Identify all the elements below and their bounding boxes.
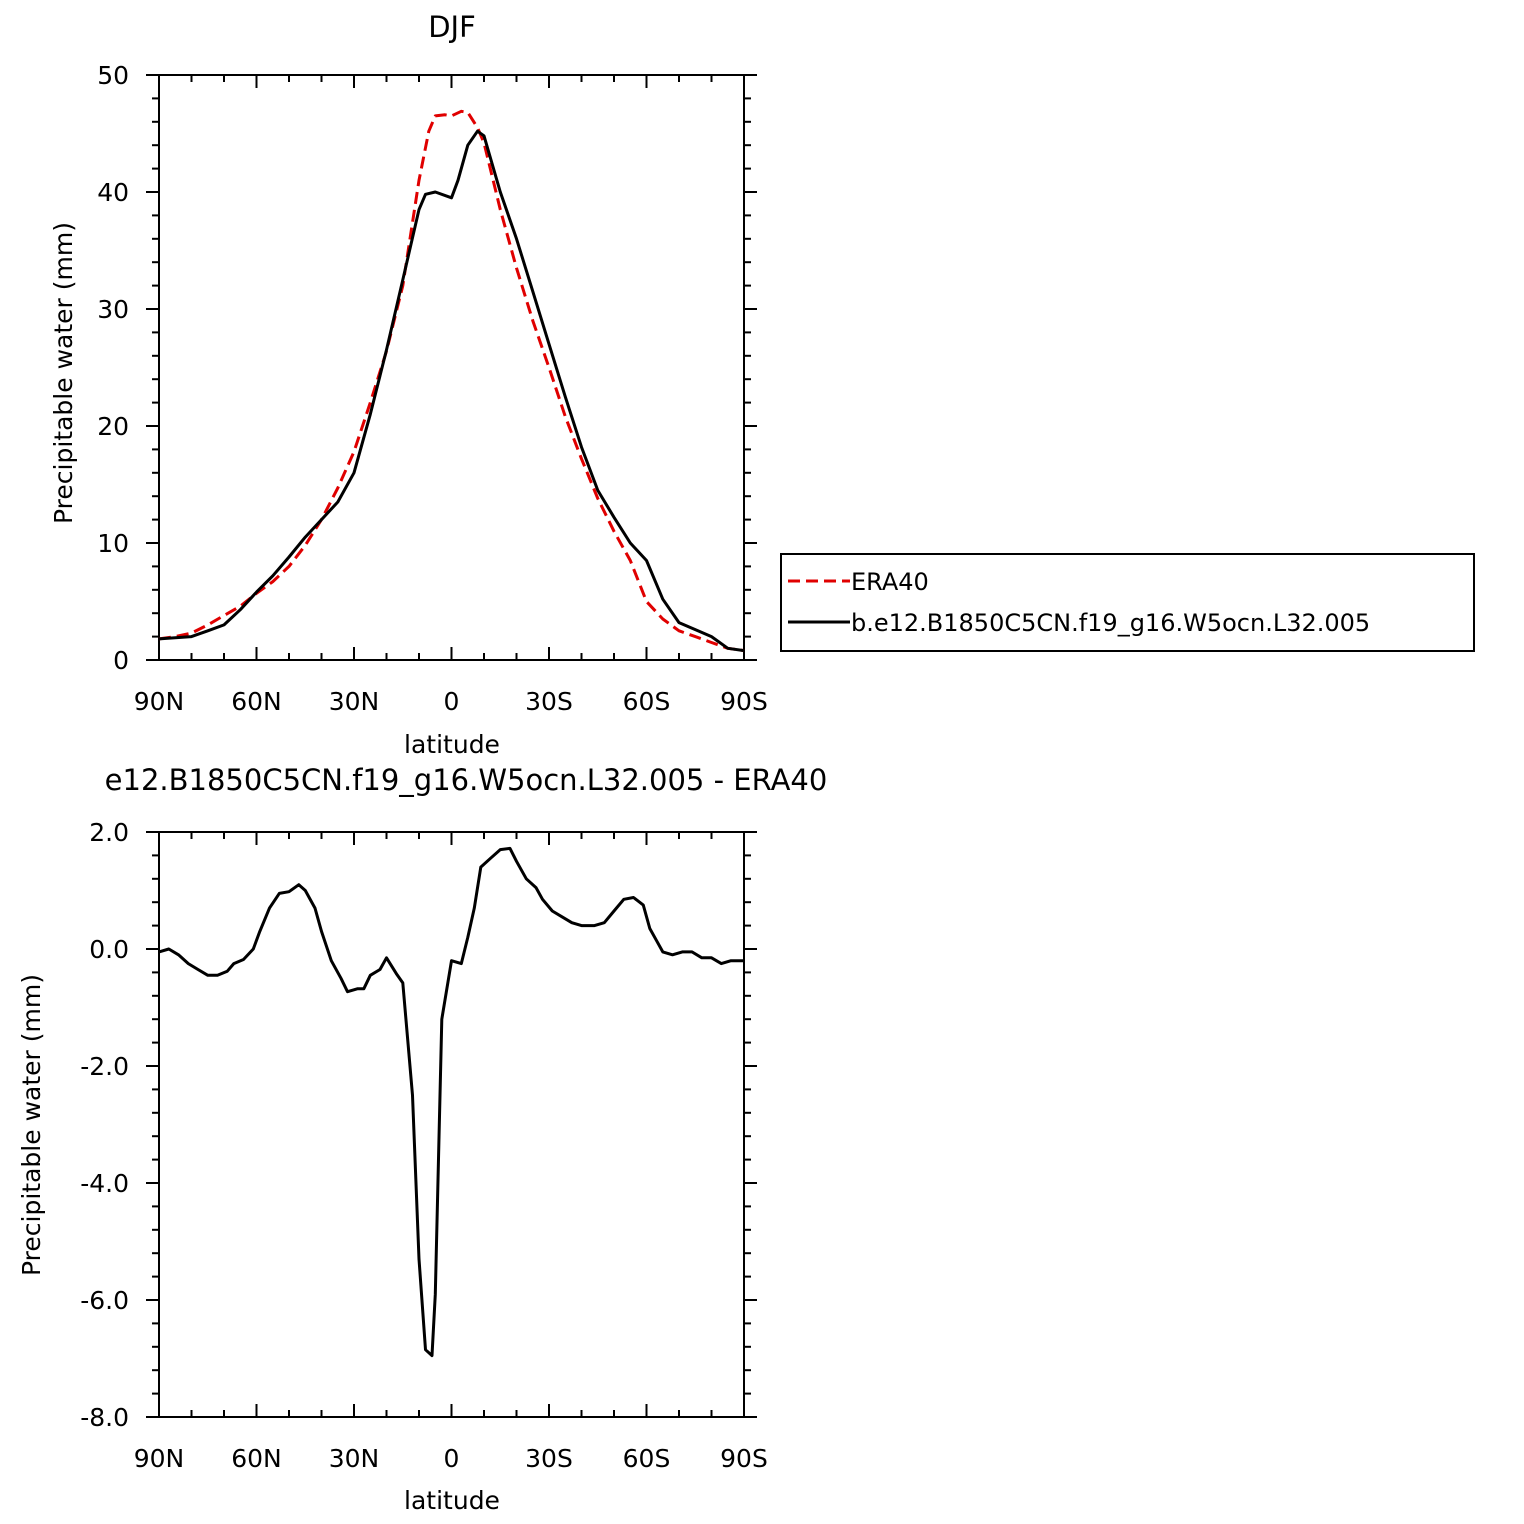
legend-label-model: b.e12.B1850C5CN.f19_g16.W5ocn.L32.005 — [851, 609, 1370, 637]
top-x-tick-label: 30N — [329, 687, 380, 716]
top-series-lines — [158, 109, 745, 653]
bottom-x-tick-label: 0 — [444, 1444, 460, 1473]
top-y-tick-label: 10 — [97, 529, 129, 558]
top-tick-labels: 90N 60N 30N 0 30S 60S 90S 0 10 20 30 40 50 — [97, 61, 768, 716]
top-y-tick-label: 50 — [97, 61, 129, 90]
bottom-y-tick-label: -4.0 — [80, 1169, 129, 1198]
top-y-tick-label: 40 — [97, 178, 129, 207]
top-series-line-1 — [158, 129, 745, 653]
top-x-axis-title: latitude — [404, 730, 500, 759]
bottom-ticks — [146, 831, 757, 1418]
top-x-tick-label: 60N — [231, 687, 282, 716]
top-plot-frame — [158, 74, 745, 661]
bottom-y-tick-label: 0.0 — [89, 935, 129, 964]
bottom-y-axis-title: Precipitable water (mm) — [17, 974, 46, 1276]
bottom-x-tick-label: 90S — [720, 1444, 768, 1473]
legend-box — [780, 553, 1475, 652]
bottom-y-tick-label: -6.0 — [80, 1286, 129, 1315]
bottom-plot-title: e12.B1850C5CN.f19_g16.W5ocn.L32.005 - ER… — [105, 763, 828, 797]
bottom-x-tick-label: 30N — [329, 1444, 380, 1473]
top-x-tick-label: 90N — [134, 687, 185, 716]
top-x-tick-label: 90S — [720, 687, 768, 716]
bottom-x-tick-label: 60N — [231, 1444, 282, 1473]
bottom-axes — [158, 831, 745, 1418]
top-ticks — [146, 74, 757, 661]
bottom-x-tick-label: 30S — [525, 1444, 573, 1473]
legend-label-era40: ERA40 — [851, 568, 929, 596]
top-plot-title: DJF — [428, 10, 476, 44]
bottom-y-tick-label: 2.0 — [89, 818, 129, 847]
bottom-series-line-0 — [158, 846, 744, 1358]
top-axes — [158, 74, 745, 661]
top-y-tick-label: 20 — [97, 412, 129, 441]
top-y-axis-title: Precipitable water (mm) — [49, 222, 78, 524]
bottom-y-tick-label: -2.0 — [80, 1052, 129, 1081]
bottom-series-lines — [158, 846, 744, 1358]
legend: ERA40 b.e12.B1850C5CN.f19_g16.W5ocn.L32.… — [780, 553, 1475, 652]
bottom-x-tick-label: 90N — [134, 1444, 185, 1473]
bottom-y-tick-label: -8.0 — [80, 1403, 129, 1432]
top-panel: DJF Precipitable water (mm) latitude 90N… — [49, 10, 768, 759]
bottom-plot-frame — [158, 831, 745, 1418]
bottom-x-tick-label: 60S — [623, 1444, 671, 1473]
bottom-x-axis-title: latitude — [404, 1486, 500, 1515]
top-y-tick-label: 30 — [97, 295, 129, 324]
bottom-tick-labels: 90N 60N 30N 0 30S 60S 90S -8.0 -6.0 -4.0 -2.0 0.0 2.… — [80, 818, 768, 1473]
bottom-panel: e12.B1850C5CN.f19_g16.W5ocn.L32.005 - ER… — [17, 763, 827, 1515]
top-y-tick-label: 0 — [113, 646, 129, 675]
top-x-tick-label: 60S — [623, 687, 671, 716]
top-x-tick-label: 30S — [525, 687, 573, 716]
top-series-line-0 — [158, 109, 745, 653]
top-x-tick-label: 0 — [444, 687, 460, 716]
